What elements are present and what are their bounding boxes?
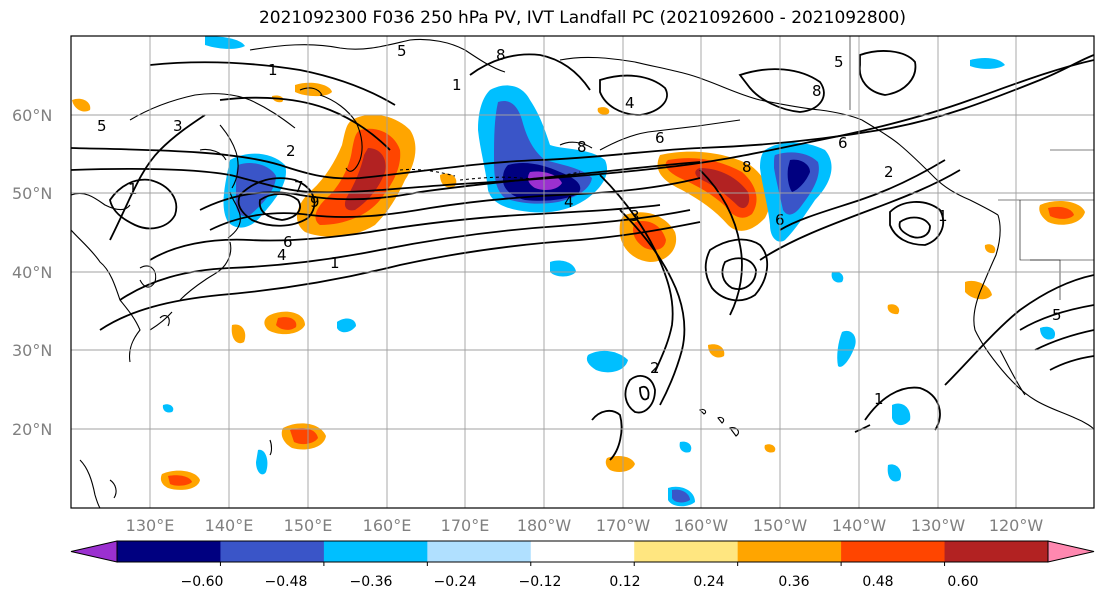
colorbar-tick-labels: −0.60 −0.48 −0.36 −0.24 −0.12 0.12 0.24 … <box>181 574 979 590</box>
colorbar-segment <box>427 541 532 562</box>
coastlines <box>71 38 1094 508</box>
contour-label: 2 <box>286 142 296 160</box>
lon-label: 150°W <box>753 516 808 535</box>
lon-label: 120°W <box>989 516 1044 535</box>
map-frame <box>70 35 1095 509</box>
colorbar-tick-label: 0.12 <box>609 574 640 590</box>
contour-label: 1 <box>938 207 948 225</box>
contour-label: 8 <box>812 82 822 100</box>
contour-label: 1 <box>128 180 138 198</box>
lon-label: 130°W <box>911 516 966 535</box>
contour-label: 6 <box>838 134 848 152</box>
colorbar-segment <box>530 541 635 562</box>
map-title: 2021092300 F036 250 hPa PV, IVT Landfall… <box>258 8 906 28</box>
colorbar-tick-label: 0.60 <box>947 574 978 590</box>
contour-label: 2 <box>884 163 894 181</box>
colorbar-segment <box>737 541 842 562</box>
colorbar-extend-max <box>1047 540 1095 563</box>
contour-label: 1 <box>452 76 462 94</box>
colorbar-tick-label: −0.60 <box>181 574 224 590</box>
lon-label: 170°E <box>441 516 490 535</box>
colorbar-segment <box>220 541 325 562</box>
colorbar-tick-label: −0.12 <box>519 574 562 590</box>
contour-label: 1 <box>268 61 278 79</box>
colorbar-segment <box>944 541 1049 562</box>
contour-label: 9 <box>310 193 320 211</box>
contour-label: 8 <box>742 158 752 176</box>
colorbar-tick-label: 0.36 <box>778 574 809 590</box>
colorbar-extend-min <box>70 540 118 563</box>
colorbar-segment <box>323 541 428 562</box>
lat-label: 20°N <box>12 420 52 439</box>
contour-label: 4 <box>625 94 635 112</box>
contour-label: 8 <box>496 46 506 64</box>
contour-label: 5 <box>834 53 844 71</box>
lat-label: 40°N <box>12 263 52 282</box>
lon-label: 130°E <box>126 516 175 535</box>
lat-label: 60°N <box>12 106 52 125</box>
graticule <box>71 36 1094 508</box>
contour-label: 5 <box>397 42 407 60</box>
lon-label: 160°W <box>674 516 729 535</box>
contour-label-group: 1 2 3 4 5 6 7 8 9 1 2 4 3 6 4 8 6 6 2 1 … <box>97 42 1062 408</box>
contour-label: 6 <box>283 233 293 251</box>
lon-label: 140°E <box>205 516 254 535</box>
lat-label: 30°N <box>12 341 52 360</box>
lon-label: 180°W <box>517 516 572 535</box>
contours <box>71 50 1094 461</box>
contour-label: 2 <box>650 359 660 377</box>
contour-label: 3 <box>630 207 640 225</box>
contour-label: 5 <box>97 117 107 135</box>
colorbar-segment <box>634 541 739 562</box>
colorbar-tick-label: 0.24 <box>693 574 724 590</box>
contour-label: 1 <box>330 254 340 272</box>
contour-label: 6 <box>655 129 665 147</box>
negative-shading <box>162 36 1056 507</box>
contour-label: 4 <box>564 193 574 211</box>
contour-label: 8 <box>577 138 587 156</box>
colorbar-tick-label: −0.24 <box>434 574 477 590</box>
contour-label: 4 <box>277 246 287 264</box>
lon-label: 170°W <box>596 516 651 535</box>
lat-label: 50°N <box>12 184 52 203</box>
latitude-labels: 60°N 50°N 40°N 30°N 20°N <box>12 106 52 439</box>
colorbar <box>70 540 1095 566</box>
contour-label: 1 <box>874 390 884 408</box>
contour-label: 5 <box>1052 306 1062 324</box>
colorbar-tick-label: −0.48 <box>265 574 308 590</box>
contour-label: 7 <box>294 178 304 196</box>
colorbar-tick-label: 0.48 <box>862 574 893 590</box>
colorbar-segment <box>841 541 946 562</box>
colorbar-tick-label: −0.36 <box>350 574 393 590</box>
lon-label: 150°E <box>284 516 333 535</box>
colorbar-segment <box>117 541 221 562</box>
contour-label: 3 <box>173 117 183 135</box>
lon-label: 140°W <box>832 516 887 535</box>
longitude-labels: 130°E 140°E 150°E 160°E 170°E 180°W 170°… <box>126 516 1044 535</box>
lon-label: 160°E <box>363 516 412 535</box>
colorbar-frame <box>116 540 1049 563</box>
